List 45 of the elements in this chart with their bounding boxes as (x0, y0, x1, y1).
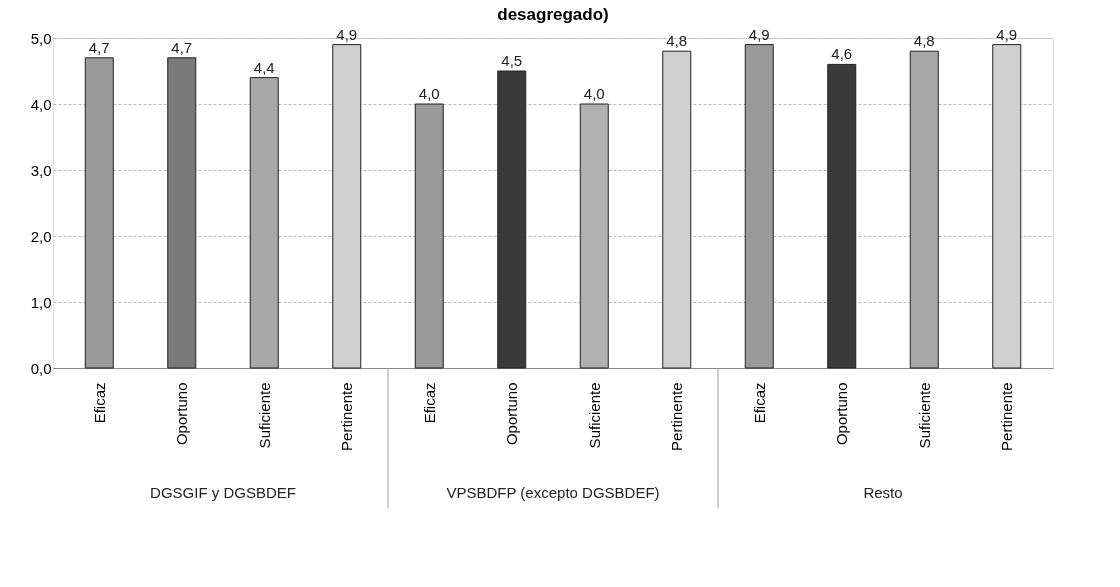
bar (167, 57, 197, 369)
data-label: 4,7 (88, 38, 110, 56)
x-tick-label: Suficiente (255, 382, 273, 449)
x-tick-label: Eficaz (750, 382, 768, 424)
chart-title: desagregado) (497, 4, 609, 24)
bar (84, 57, 114, 369)
data-label: 4,8 (666, 32, 688, 50)
x-tick-label: Pertinente (338, 382, 356, 451)
y-tick-label: 3,0 (30, 161, 52, 179)
bar (497, 70, 527, 369)
x-tick-label: Oportuno (503, 382, 521, 446)
y-tick-label: 5,0 (30, 29, 52, 47)
bar (744, 44, 774, 369)
x-tick-label: Oportuno (833, 382, 851, 446)
bar (827, 63, 857, 369)
text: Resto (863, 484, 903, 501)
data-label: 4,0 (418, 85, 440, 102)
bar (332, 44, 362, 369)
data-label: 4,4 (253, 58, 275, 76)
bar (992, 44, 1022, 369)
data-label: 4,9 (996, 25, 1018, 43)
y-tick-label: 2,0 (30, 227, 52, 245)
text: VPSBDFP (excepto DGSBDEF) (446, 484, 660, 501)
y-tick-label: 0,0 (30, 359, 52, 377)
x-tick-label: Eficaz (90, 382, 108, 424)
y-tick-label: 1,0 (30, 293, 52, 311)
x-tick-label: Suficiente (585, 382, 603, 449)
x-tick-label: Pertinente (668, 382, 686, 451)
x-tick-label: Suficiente (915, 382, 933, 449)
y-tick-label: 4,0 (30, 95, 52, 113)
data-label: 4,8 (913, 32, 935, 50)
bar (249, 77, 279, 369)
data-label: 4,7 (171, 38, 193, 56)
data-label: 4,9 (336, 25, 358, 43)
x-tick-label: Oportuno (173, 382, 191, 446)
bar (909, 50, 939, 369)
data-label: 4,9 (748, 25, 770, 43)
data-label: 4,0 (583, 85, 605, 102)
x-tick-label: Eficaz (420, 382, 438, 424)
x-tick-label: Pertinente (998, 382, 1016, 451)
bar (662, 50, 692, 369)
data-label: 4,5 (501, 52, 523, 69)
bar (414, 103, 444, 369)
text: DGSGIF y DGSBDEF (150, 484, 296, 501)
data-label: 4,6 (831, 45, 853, 63)
